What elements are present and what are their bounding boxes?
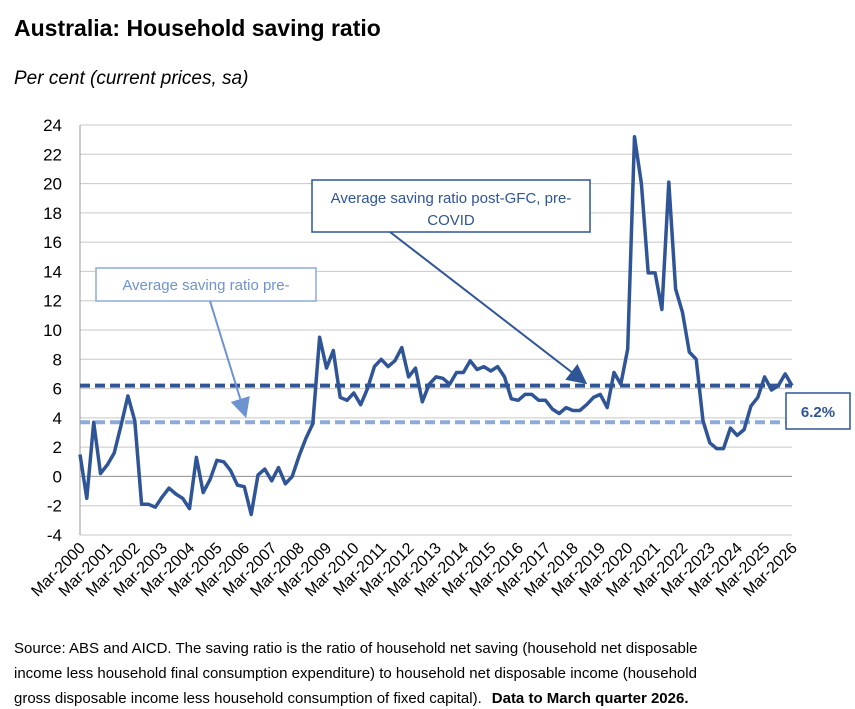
- annotation-text: Average saving ratio post-GFC, pre-: [331, 190, 572, 207]
- y-tick-label: -2: [47, 497, 62, 516]
- y-tick-label: 12: [43, 292, 62, 311]
- annotation-box: [95, 267, 317, 302]
- y-tick-label: 14: [43, 262, 62, 281]
- y-tick-label: 8: [53, 350, 62, 369]
- y-tick-label: 22: [43, 145, 62, 164]
- chart-title: Australia: Household saving ratio: [14, 15, 381, 41]
- y-tick-label: 2: [53, 438, 62, 457]
- source-line: Source: ABS and AICD. The saving ratio i…: [14, 640, 698, 657]
- y-tick-label: 6: [53, 380, 62, 399]
- value-label: 6.2%: [801, 404, 835, 421]
- y-tick-label: -4: [47, 526, 62, 545]
- y-tick-label: 18: [43, 204, 62, 223]
- y-tick-label: 24: [43, 116, 62, 135]
- chart-subtitle: Per cent (current prices, sa): [14, 68, 248, 89]
- annotation-box: [311, 179, 591, 233]
- y-tick-label: 16: [43, 233, 62, 252]
- y-tick-label: 10: [43, 321, 62, 340]
- y-tick-label: 20: [43, 175, 62, 194]
- annotation-arrow: [209, 300, 250, 419]
- source-line: gross disposable income less household c…: [14, 690, 482, 707]
- data-line: [78, 134, 794, 517]
- annotation-text: COVID: [427, 212, 475, 229]
- annotation-arrow: [389, 231, 588, 385]
- annotation-text: Average saving ratio pre-: [122, 277, 289, 294]
- source-line: gross disposable income less household c…: [14, 690, 689, 707]
- source-line: income less household final consumption …: [14, 665, 697, 682]
- value-label-box: [785, 392, 851, 430]
- y-tick-label: 4: [53, 409, 62, 428]
- y-tick-label: 0: [53, 467, 62, 486]
- source-note: Data to March quarter 2026.: [492, 690, 689, 707]
